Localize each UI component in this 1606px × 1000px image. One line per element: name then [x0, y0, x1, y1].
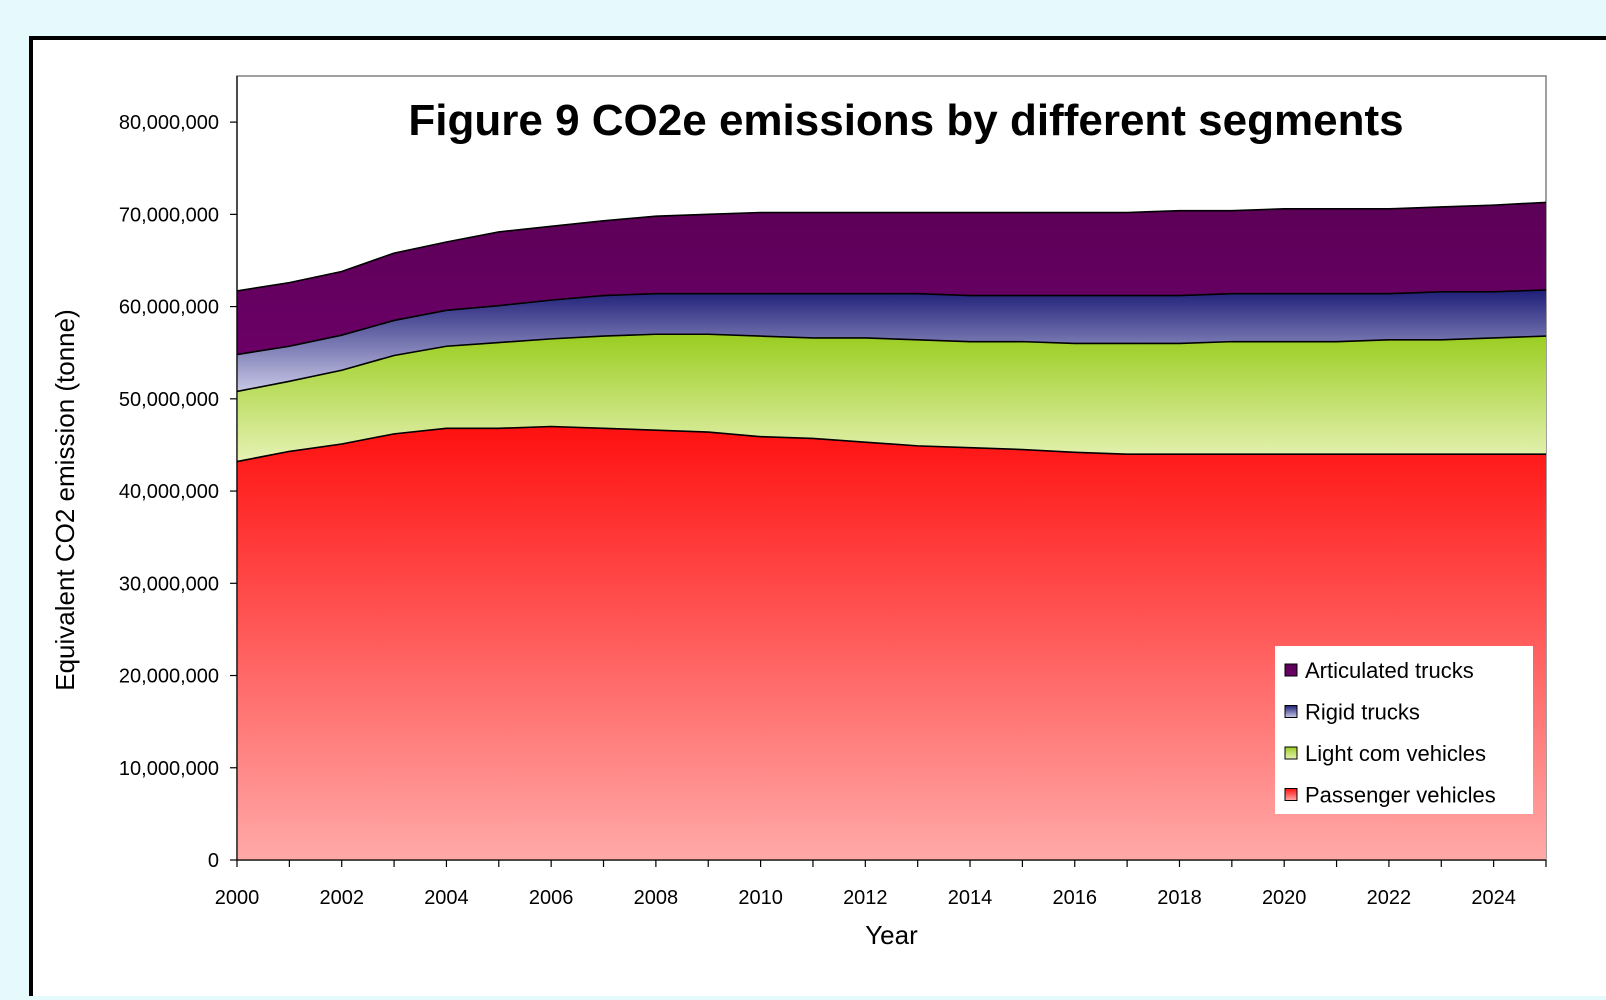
legend-swatch-light-com-vehicles	[1284, 746, 1298, 760]
x-tick-label: 2012	[843, 887, 888, 909]
chart-canvas: 0 10,000,000 20,000,000 30,000,000 40,000,00…	[50, 75, 1547, 950]
area-series-group	[236, 201, 1547, 860]
y-tick-label: 60,000,000	[119, 297, 219, 319]
area-outline-light-com-vehicles	[236, 333, 1547, 393]
x-tick-label: 2006	[529, 887, 574, 909]
x-tick-label: 2016	[1053, 887, 1098, 909]
area-passenger-vehicles	[237, 426, 1546, 860]
area-light-com-vehicles	[237, 334, 1546, 462]
area-outline-passenger-vehicles	[236, 425, 1546, 463]
y-tick-label: 50,000,000	[119, 389, 219, 411]
x-tick-label: 2020	[1262, 887, 1307, 909]
legend-label-light-com-vehicles: Light com vehicles	[1305, 741, 1486, 766]
x-tick-label: 2024	[1471, 887, 1516, 909]
y-tick-label: 0	[208, 850, 219, 872]
x-tick-label: 2014	[948, 887, 993, 909]
area-rigid-trucks	[237, 289, 1546, 392]
x-tick-label: 2018	[1157, 887, 1202, 909]
y-tick-label: 70,000,000	[119, 204, 219, 226]
y-tick-label: 30,000,000	[119, 573, 219, 595]
legend-swatch-passenger-vehicles	[1284, 788, 1298, 801]
chart-title: Figure 9 CO2e emissions by different seg…	[408, 96, 1403, 145]
y-tick-label: 80,000,000	[119, 112, 219, 134]
legend: Articulated trucks Rigid trucks Light com …	[1275, 646, 1533, 814]
legend-swatch-rigid-trucks	[1284, 705, 1298, 718]
x-tick-label: 2022	[1367, 887, 1412, 909]
axes-group: 0 10,000,000 20,000,000 30,000,000 40,000,00…	[119, 76, 1547, 909]
x-axis-title: Year	[865, 920, 918, 950]
y-tick-label: 10,000,000	[119, 758, 219, 780]
area-outline-articulated-trucks	[236, 201, 1547, 292]
chart-frame: 0 10,000,000 20,000,000 30,000,000 40,000,00…	[29, 36, 1606, 996]
area-outline-rigid-trucks	[236, 289, 1547, 356]
x-tick-label: 2008	[634, 887, 679, 909]
y-tick-label: 20,000,000	[119, 666, 219, 688]
y-axis-title: Equivalent CO2 emission (tonne)	[50, 309, 80, 691]
legend-label-articulated-trucks: Articulated trucks	[1305, 658, 1474, 683]
x-tick-label: 2010	[738, 887, 783, 909]
area-articulated-trucks	[237, 202, 1546, 355]
y-tick-label: 40,000,000	[119, 481, 219, 503]
x-tick-label: 2000	[215, 887, 260, 909]
x-tick-label: 2004	[424, 887, 469, 909]
legend-swatch-articulated-trucks	[1284, 663, 1298, 677]
x-tick-label: 2002	[319, 887, 364, 909]
legend-box	[1275, 646, 1533, 814]
legend-label-passenger-vehicles: Passenger vehicles	[1305, 783, 1496, 808]
legend-label-rigid-trucks: Rigid trucks	[1305, 700, 1420, 725]
